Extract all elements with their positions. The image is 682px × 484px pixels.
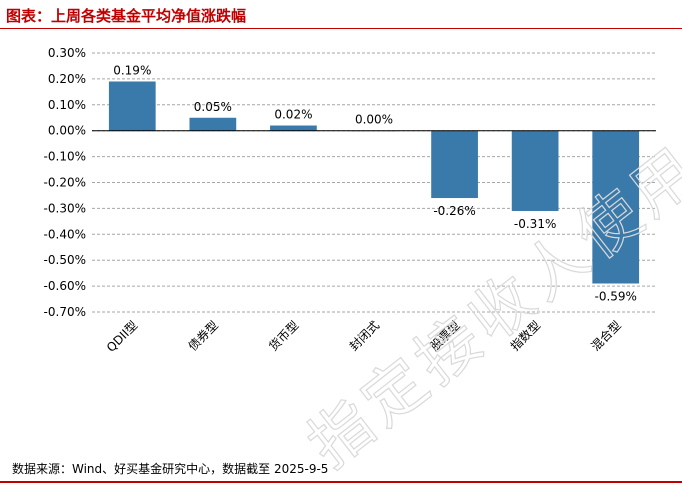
y-tick-label: -0.40% [44, 227, 86, 241]
data-labels: 0.19% 0.05% 0.02% 0.00% -0.26% -0.31% -0.59% [113, 63, 637, 303]
bottom-divider [0, 481, 682, 483]
x-tick-label: 指数型 [507, 318, 543, 354]
x-axis-tick-labels: QDII型 债券型 货币型 封闭式 股票型 指数型 混合型 [104, 318, 624, 355]
y-tick-label: -0.60% [44, 279, 86, 293]
x-tick-label: 股票型 [427, 318, 462, 353]
data-label: 0.00% [355, 113, 393, 127]
y-tick-label: 0.00% [48, 124, 86, 138]
page-title: 图表：上周各类基金平均净值涨跌幅 [6, 7, 247, 25]
data-label: 0.19% [113, 63, 151, 77]
y-tick-label: -0.30% [44, 201, 86, 215]
y-tick-label: -0.10% [44, 150, 86, 164]
y-tick-label: -0.70% [44, 305, 86, 319]
y-tick-label: 0.10% [48, 98, 86, 112]
x-tick-label: 货币型 [265, 318, 301, 354]
data-label: 0.02% [274, 108, 312, 122]
source-note: 数据来源：Wind、好买基金研究中心，数据截至 2025-9-5 [12, 462, 329, 476]
y-tick-label: -0.20% [44, 176, 86, 190]
title-bar: 图表：上周各类基金平均净值涨跌幅 [0, 0, 682, 30]
title-divider [0, 28, 682, 29]
bar [511, 130, 559, 211]
gridlines [92, 52, 656, 313]
data-label: -0.59% [594, 290, 636, 304]
x-tick-label: QDII型 [104, 318, 141, 355]
x-tick-label: 债券型 [185, 318, 221, 354]
x-tick-label: 封闭式 [347, 318, 382, 353]
bar [592, 130, 640, 284]
data-label: -0.26% [433, 204, 475, 218]
bar [108, 81, 156, 131]
bar [431, 130, 478, 199]
data-label: -0.31% [514, 217, 556, 231]
bar [189, 117, 237, 131]
y-tick-label: -0.50% [44, 253, 86, 267]
x-tick-label: 混合型 [588, 318, 624, 354]
y-tick-label: 0.30% [48, 46, 86, 60]
y-tick-label: 0.20% [48, 72, 86, 86]
y-axis-tick-labels: 0.30% 0.20% 0.10% 0.00% -0.10% -0.20% -0.30% -0… [44, 46, 86, 319]
bar [270, 125, 317, 131]
bar-chart: 0.30% 0.20% 0.10% 0.00% -0.10% -0.20% -0.30% -0… [44, 46, 656, 355]
data-label: 0.05% [194, 100, 232, 114]
